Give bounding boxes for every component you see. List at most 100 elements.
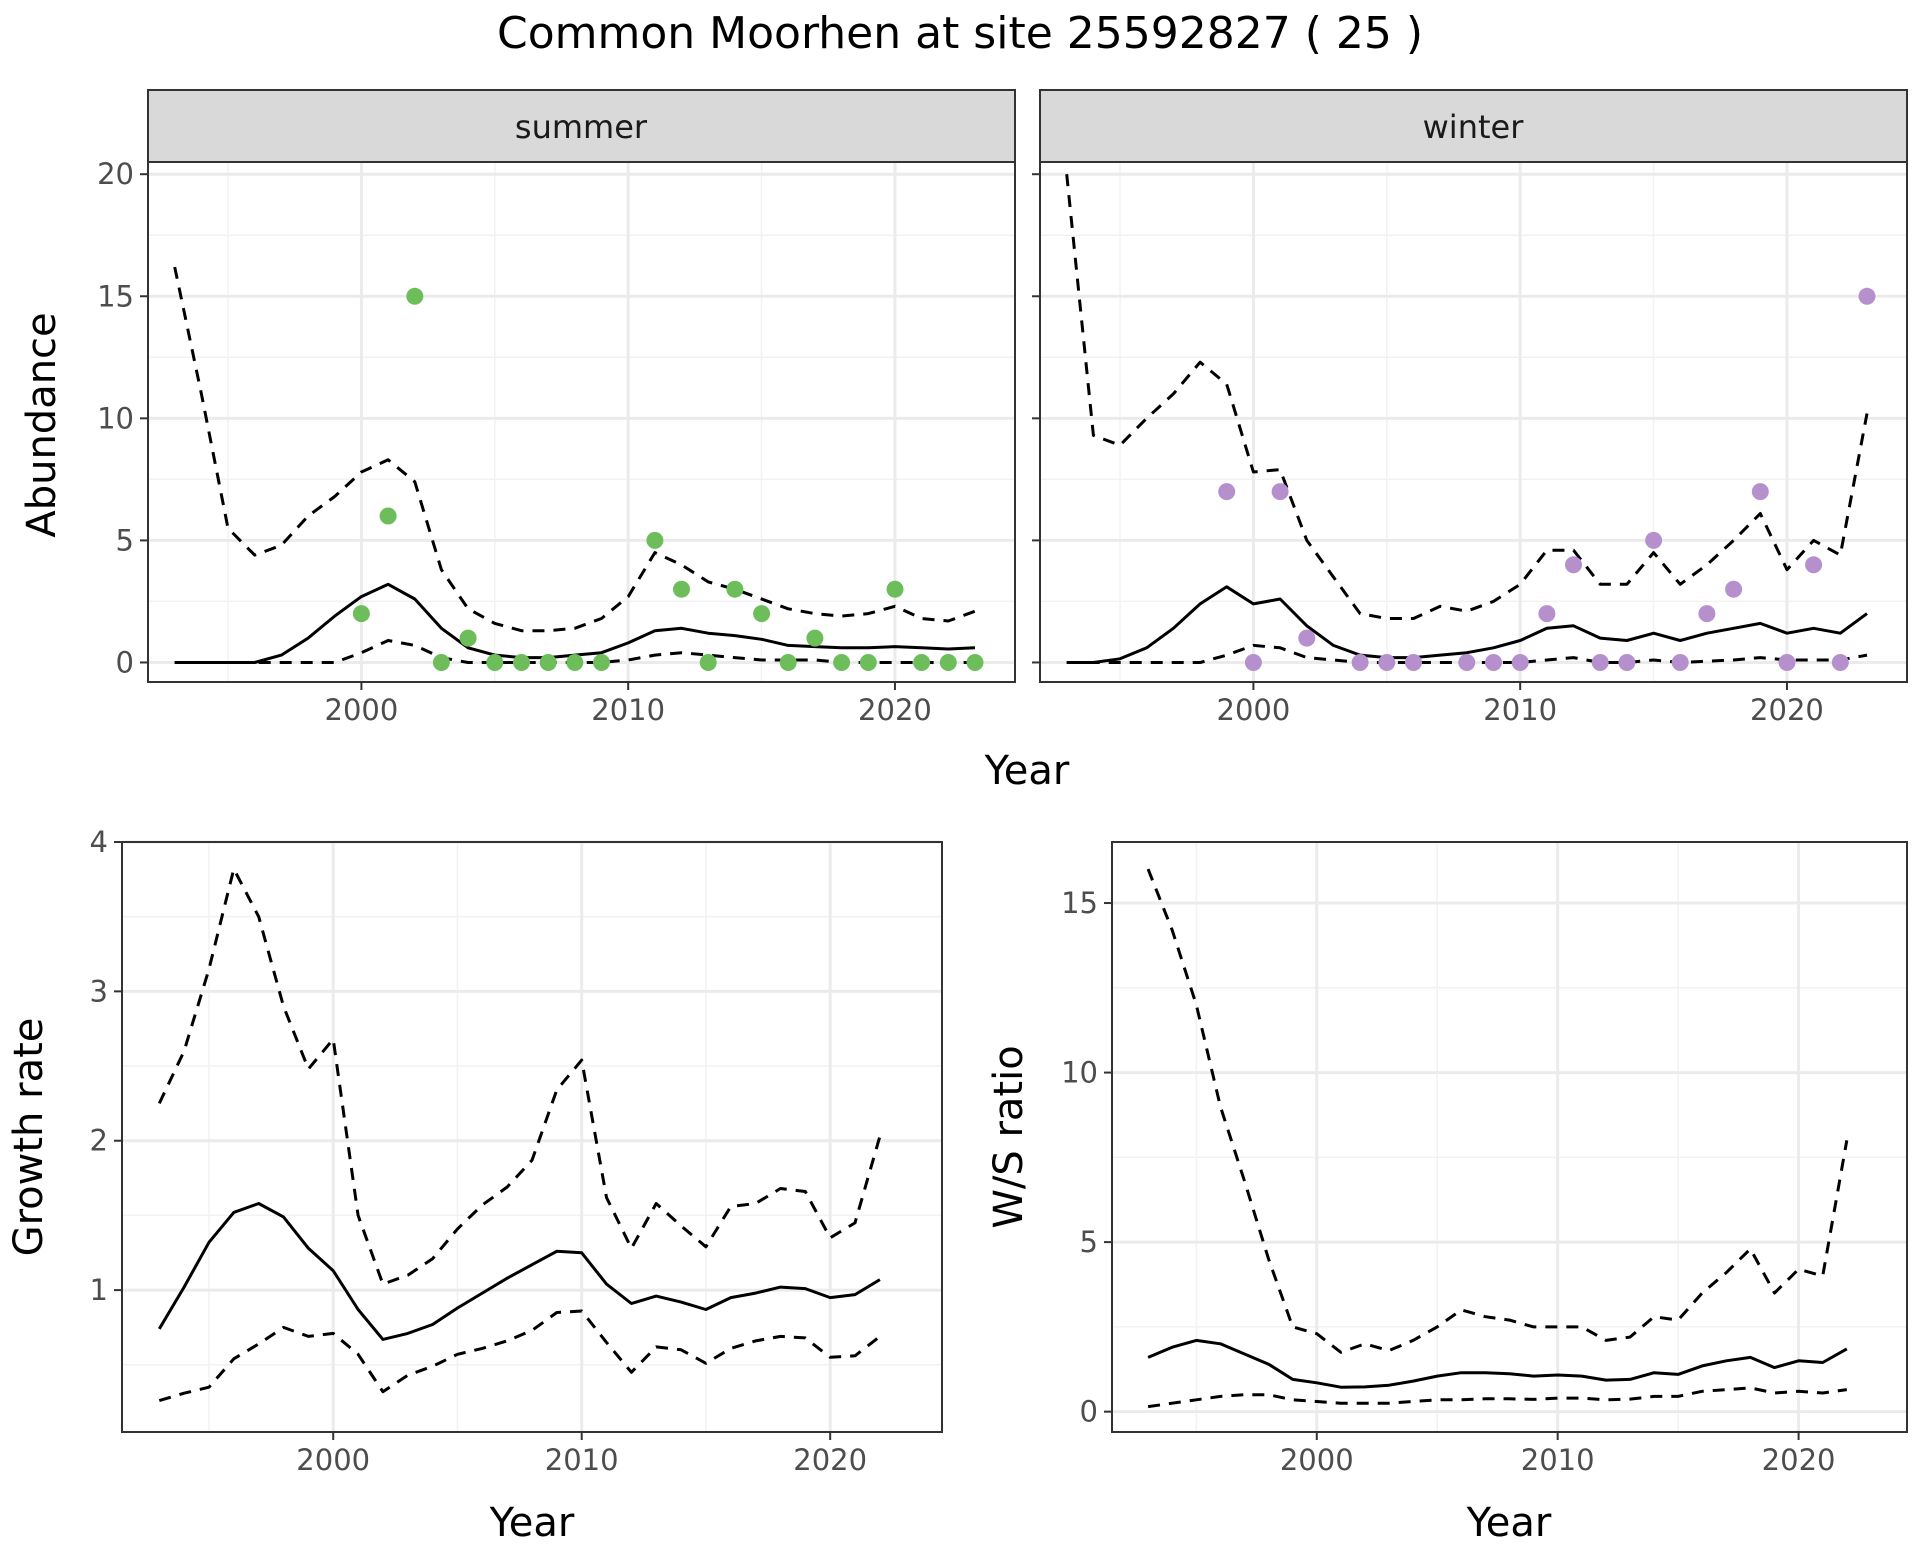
- x-tick-label: 2000: [1217, 693, 1291, 727]
- bound-line-1: [1146, 868, 1849, 1354]
- data-point: [1298, 629, 1316, 647]
- data-point: [486, 654, 504, 671]
- y-tick-label: 1: [90, 1273, 108, 1307]
- y-tick-label: 0: [1080, 1395, 1098, 1429]
- x-tick-label: 2000: [296, 1443, 370, 1477]
- x-tick-label: 2020: [858, 693, 932, 727]
- panel-winter: 2000 2010 2020: [1032, 161, 1908, 727]
- estimate-line: [1147, 1338, 1848, 1389]
- data-point: [699, 654, 717, 671]
- x-axis-title: Year: [1466, 1500, 1552, 1546]
- data-point: [1618, 654, 1636, 671]
- chart-title: Common Moorhen at site 25592827 ( 25 ): [497, 8, 1423, 59]
- data-point: [513, 654, 530, 671]
- data-point: [1725, 580, 1743, 598]
- data-point: [939, 654, 957, 671]
- panel-growth-rate: 2000 2010 2020 1 2 3 4 Year Growth rate: [6, 825, 943, 1546]
- x-axis-title: Year: [489, 1500, 575, 1546]
- x-tick-label: 2020: [1762, 1443, 1836, 1477]
- bound-line-1: [1065, 174, 1869, 620]
- data-point: [833, 654, 851, 671]
- panel-summer: 2000 2010 2020 0 5 10 15 20: [97, 157, 1016, 727]
- y-tick-label: 3: [90, 974, 108, 1008]
- y-tick-label: 0: [116, 645, 134, 679]
- y-tick-label: 4: [90, 825, 108, 859]
- data-point: [593, 654, 610, 671]
- data-point: [966, 654, 984, 671]
- data-point: [1831, 654, 1849, 671]
- y-tick-label: 5: [1080, 1225, 1098, 1259]
- panel-border: [147, 161, 1016, 683]
- data-point: [1805, 556, 1823, 574]
- x-tick-label: 2020: [1750, 693, 1824, 727]
- strip-winter-label: winter: [1423, 108, 1525, 146]
- x-tick-label: 2010: [1483, 693, 1557, 727]
- data-point: [886, 580, 904, 598]
- data-point: [1244, 654, 1262, 671]
- data-point: [859, 654, 877, 671]
- data-point: [1538, 605, 1556, 623]
- bound-line-2: [1147, 1386, 1848, 1409]
- estimate-line: [174, 582, 976, 664]
- y-tick-label: 20: [97, 157, 134, 191]
- data-point: [379, 507, 397, 525]
- data-point: [1751, 483, 1769, 501]
- data-point: [673, 580, 690, 598]
- y-tick-label: 2: [90, 1124, 108, 1158]
- data-point: [1671, 654, 1689, 671]
- panel-border: [1111, 841, 1908, 1433]
- y-tick-label: 5: [116, 523, 134, 557]
- data-point: [1458, 654, 1476, 671]
- y-tick-label: 10: [1061, 1056, 1098, 1090]
- data-point: [1218, 483, 1236, 501]
- y-axis-title: W/S ratio: [986, 1045, 1032, 1228]
- y-tick-label: 10: [97, 401, 134, 435]
- top-y-axis-title: Abundance: [19, 312, 65, 537]
- data-point: [1378, 654, 1396, 671]
- data-point: [1511, 654, 1529, 671]
- y-tick-label: 15: [97, 279, 134, 313]
- data-point: [566, 654, 584, 671]
- strip-winter-bg: [1039, 89, 1908, 163]
- data-point: [1271, 483, 1289, 501]
- data-point: [1591, 654, 1609, 671]
- bound-line-1: [173, 266, 976, 633]
- panel-border: [1039, 161, 1908, 683]
- data-point: [646, 531, 664, 549]
- data-point: [1778, 654, 1796, 671]
- strip-summer-bg: [147, 89, 1016, 163]
- strip-summer-label: summer: [515, 108, 648, 146]
- panel-w-s-ratio: 2000 2010 2020 0 5 10 15 Year W/S ratio: [986, 841, 1908, 1546]
- x-tick-label: 2010: [1521, 1443, 1595, 1477]
- data-point: [1485, 654, 1502, 671]
- x-tick-label: 2000: [325, 693, 399, 727]
- panel-border: [121, 841, 943, 1433]
- data-point: [913, 654, 931, 671]
- data-point: [1351, 654, 1369, 671]
- data-point: [1698, 605, 1716, 623]
- data-point: [779, 654, 797, 671]
- data-point: [753, 605, 771, 623]
- x-tick-label: 2000: [1280, 1443, 1354, 1477]
- top-x-axis-title: Year: [984, 748, 1070, 794]
- data-point: [432, 654, 450, 671]
- data-point: [406, 287, 424, 305]
- x-tick-label: 2020: [793, 1443, 867, 1477]
- data-point: [539, 654, 557, 671]
- estimate-line: [1066, 585, 1868, 664]
- data-point: [1645, 531, 1663, 549]
- data-point: [726, 580, 744, 598]
- x-tick-label: 2010: [591, 693, 665, 727]
- y-axis-title: Growth rate: [6, 1018, 52, 1257]
- estimate-line: [158, 1202, 881, 1341]
- data-point: [1565, 556, 1582, 574]
- y-tick-label: 15: [1061, 886, 1098, 920]
- data-point: [352, 605, 370, 623]
- data-point: [1858, 287, 1876, 305]
- data-point: [1405, 654, 1422, 671]
- data-point: [806, 629, 824, 647]
- x-tick-label: 2010: [545, 1443, 619, 1477]
- data-point: [459, 629, 477, 647]
- bound-line-2: [158, 1309, 881, 1403]
